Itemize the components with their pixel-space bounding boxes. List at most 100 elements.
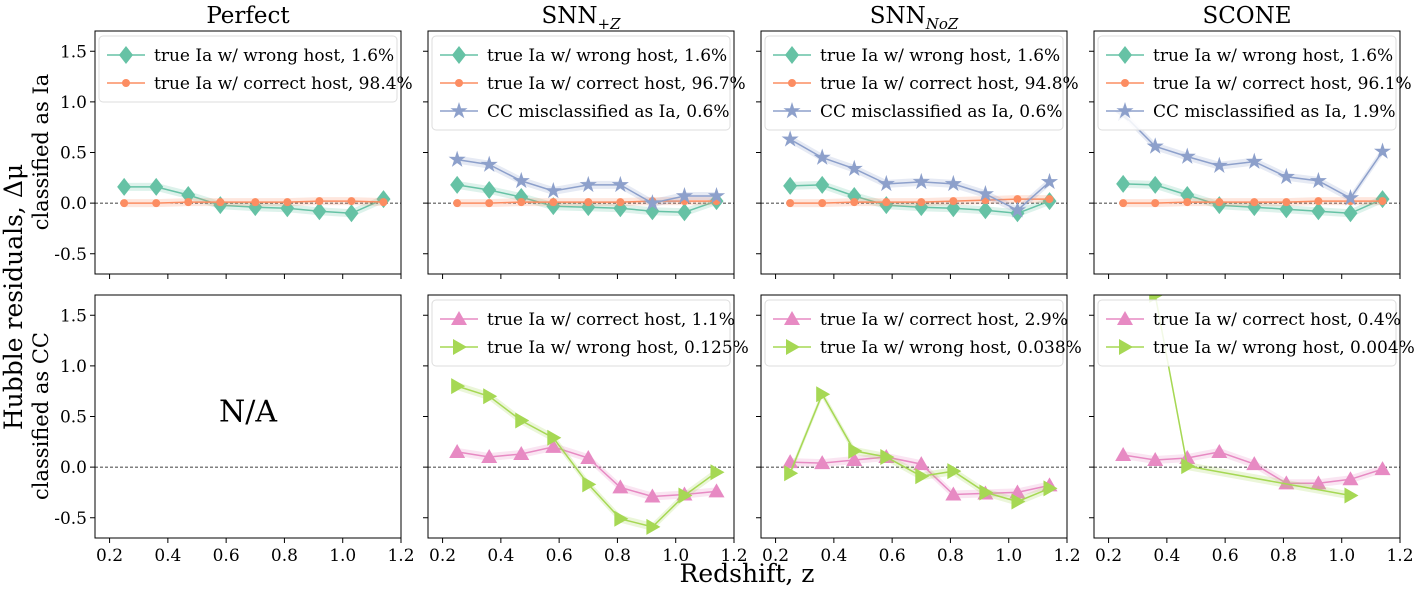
- legend-label: CC misclassified as Ia, 0.6%: [820, 102, 1062, 122]
- data-point: [582, 476, 597, 493]
- data-point: [483, 388, 498, 405]
- data-point: [814, 455, 831, 470]
- data-point: [480, 155, 498, 172]
- data-point: [1279, 200, 1294, 219]
- data-point: [1277, 167, 1295, 185]
- legend-label: true Ia w/ correct host, 96.1%: [1153, 74, 1412, 94]
- series-group: [1114, 105, 1392, 223]
- panel-title: Perfect: [206, 3, 290, 29]
- x-tick-label: 0.2: [96, 546, 123, 566]
- x-tick-label: 0.6: [1212, 546, 1239, 566]
- legend-label: CC misclassified as Ia, 1.9%: [1153, 102, 1395, 122]
- x-tick-label: 0.4: [154, 546, 181, 566]
- x-tick-label: 0.2: [762, 546, 789, 566]
- data-point: [675, 187, 694, 204]
- data-point: [976, 185, 994, 202]
- legend-label: true Ia w/ correct host, 0.4%: [1153, 310, 1401, 330]
- data-point: [813, 148, 831, 165]
- panel-title: SCONE: [1202, 3, 1291, 29]
- data-point: [1043, 480, 1058, 497]
- y-tick-label: 1.5: [60, 42, 87, 62]
- data-point: [545, 438, 562, 453]
- legend-marker: [785, 46, 799, 64]
- data-point: [1245, 152, 1263, 169]
- legend-item: true Ia w/ wrong host, 1.6%: [107, 46, 394, 66]
- x-tick-label: 1.2: [387, 546, 414, 566]
- legend: true Ia w/ wrong host, 1.6% true Ia w/ co…: [764, 35, 1079, 131]
- data-point: [1311, 202, 1326, 221]
- data-point: [1008, 201, 1027, 218]
- data-point: [1148, 175, 1163, 194]
- data-point: [347, 197, 356, 206]
- data-point: [612, 479, 629, 494]
- legend-marker: [450, 102, 468, 119]
- legend-marker: [1119, 339, 1133, 355]
- data-point: [1178, 147, 1196, 164]
- x-tick-label: 0.6: [546, 546, 573, 566]
- data-point: [678, 487, 693, 504]
- data-point: [1278, 475, 1295, 490]
- legend-item: true Ia w/ wrong host, 1.6%: [773, 46, 1060, 66]
- legend-label: true Ia w/ correct host, 94.8%: [820, 74, 1079, 94]
- legend-label: true Ia w/ correct host, 98.4%: [154, 74, 413, 94]
- data-point: [1146, 137, 1164, 154]
- data-point: [453, 199, 462, 208]
- legend-box: [98, 35, 398, 103]
- data-point: [917, 198, 926, 207]
- x-tick-label: 0.6: [879, 546, 906, 566]
- data-point: [449, 443, 466, 458]
- data-point: [184, 198, 193, 207]
- legend-item: true Ia w/ correct host, 0.4%: [1106, 310, 1401, 330]
- data-point: [614, 510, 629, 527]
- legend-label: true Ia w/ correct host, 2.9%: [820, 310, 1068, 330]
- legend-label: true Ia w/ wrong host, 0.038%: [820, 338, 1082, 358]
- legend-marker: [122, 79, 130, 87]
- panel-frame: [427, 294, 735, 539]
- y-tick-label: 1.0: [60, 93, 87, 113]
- x-tick-label: 1.0: [995, 546, 1022, 566]
- data-point: [152, 199, 161, 208]
- legend-marker: [1118, 46, 1132, 64]
- data-point: [451, 378, 466, 395]
- data-point: [1180, 186, 1195, 205]
- legend-item: true Ia w/ wrong host, 0.038%: [773, 338, 1082, 358]
- x-axis-label: Redshift, z: [680, 559, 815, 588]
- data-point: [848, 442, 863, 459]
- data-point: [880, 449, 895, 465]
- legend-marker: [1121, 79, 1129, 87]
- legend-item: CC misclassified as Ia, 1.9%: [1106, 102, 1395, 122]
- data-point: [1215, 198, 1224, 207]
- x-tick-label: 0.2: [1095, 546, 1122, 566]
- data-point: [947, 463, 962, 480]
- legend-marker: [783, 102, 801, 119]
- data-point: [949, 197, 958, 206]
- legend: true Ia w/ correct host, 1.1% true Ia w/ …: [431, 299, 749, 367]
- data-point: [913, 456, 930, 471]
- panel-frame: [94, 30, 402, 275]
- y-tick-label: 0.0: [60, 194, 87, 214]
- y-tick-label: -0.5: [54, 509, 87, 529]
- data-point: [1250, 198, 1259, 207]
- x-tick-label: 1.0: [1328, 546, 1355, 566]
- legend-item: true Ia w/ wrong host, 0.004%: [1106, 338, 1414, 358]
- x-tick-label: 1.0: [329, 546, 356, 566]
- data-point: [1040, 172, 1059, 190]
- legend-item: true Ia w/ correct host, 94.8%: [773, 74, 1079, 94]
- data-point: [850, 198, 859, 207]
- y-tick-label: 1.0: [60, 357, 87, 377]
- x-tick-label: 0.8: [604, 546, 631, 566]
- data-point: [584, 198, 593, 207]
- legend-marker: [786, 339, 800, 355]
- legend: true Ia w/ correct host, 0.4% true Ia w/ …: [1097, 299, 1414, 367]
- data-point: [149, 177, 164, 196]
- x-tick-label: 0.8: [937, 546, 964, 566]
- data-point: [783, 176, 798, 195]
- legend-item: true Ia w/ correct host, 1.1%: [440, 310, 735, 330]
- data-point: [216, 198, 225, 207]
- legend: true Ia w/ correct host, 2.9% true Ia w/ …: [764, 299, 1082, 367]
- data-point: [1115, 446, 1132, 461]
- data-point: [912, 172, 930, 190]
- data-point: [1310, 475, 1327, 490]
- data-point: [283, 198, 292, 207]
- legend-item: true Ia w/ correct host, 96.1%: [1106, 74, 1412, 94]
